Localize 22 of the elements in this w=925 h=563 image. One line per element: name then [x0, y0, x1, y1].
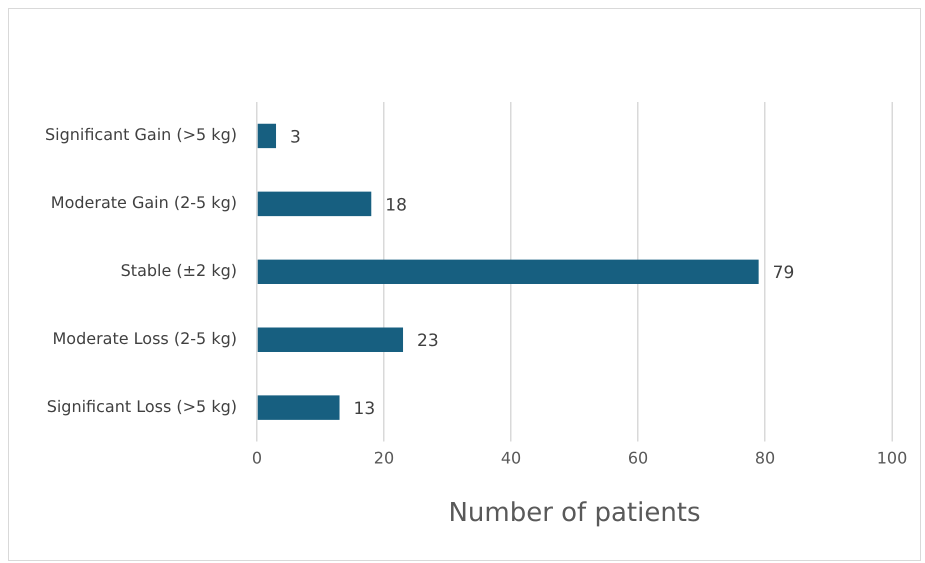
- x-tick-label: 20: [374, 448, 394, 468]
- x-tick-label: 40: [500, 448, 522, 468]
- y-tick-label: Stable (±2 kg): [120, 260, 237, 280]
- data-label: 13: [354, 399, 376, 420]
- data-label: 18: [385, 195, 407, 216]
- x-tick-label: 80: [754, 448, 776, 468]
- x-tick-label: 0: [252, 448, 262, 468]
- x-axis-title: Number of patients: [448, 498, 701, 528]
- bar: [258, 192, 372, 216]
- data-label: 23: [417, 331, 439, 352]
- x-tick-label: 60: [628, 448, 648, 468]
- bar: [258, 327, 404, 352]
- y-tick-label: Significant Gain (>5 kg): [44, 125, 237, 144]
- y-tick-label: Moderate Loss (2-5 kg): [52, 328, 237, 348]
- x-tick-label: 100: [876, 448, 908, 468]
- data-label: 3: [290, 127, 301, 148]
- y-tick-label: Moderate Gain (2-5 kg): [50, 193, 237, 212]
- bar: [258, 124, 276, 148]
- bar: [258, 395, 340, 420]
- y-tick-label: Significant Loss (>5 kg): [46, 396, 237, 416]
- bar: [258, 260, 759, 284]
- data-label: 79: [772, 263, 794, 284]
